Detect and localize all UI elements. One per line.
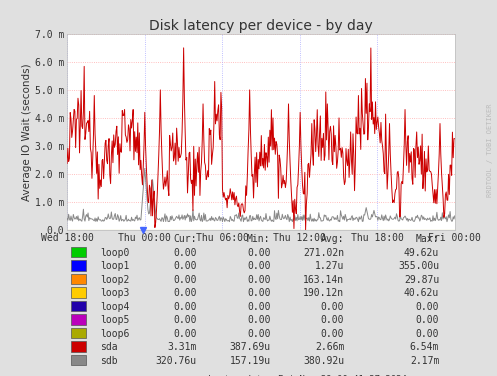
Text: 2.17m: 2.17m <box>410 356 439 366</box>
Text: 0.00: 0.00 <box>247 288 270 298</box>
Text: 157.19u: 157.19u <box>230 356 270 366</box>
Bar <box>71 328 86 338</box>
Text: 0.00: 0.00 <box>247 329 270 339</box>
Text: 0.00: 0.00 <box>321 302 344 312</box>
Text: 2.66m: 2.66m <box>315 343 344 352</box>
Text: 0.00: 0.00 <box>173 248 197 258</box>
Text: loop4: loop4 <box>100 302 129 312</box>
Text: 0.00: 0.00 <box>247 248 270 258</box>
Y-axis label: Average IO Wait (seconds): Average IO Wait (seconds) <box>22 63 32 201</box>
Text: 0.00: 0.00 <box>416 315 439 325</box>
Text: 0.00: 0.00 <box>321 329 344 339</box>
Text: 163.14n: 163.14n <box>303 275 344 285</box>
Text: loop0: loop0 <box>100 248 129 258</box>
Text: Last update: Fri Nov 29 00:41:27 2024: Last update: Fri Nov 29 00:41:27 2024 <box>208 375 407 376</box>
Text: loop3: loop3 <box>100 288 129 298</box>
Text: loop6: loop6 <box>100 329 129 339</box>
Title: Disk latency per device - by day: Disk latency per device - by day <box>149 19 373 33</box>
Text: 0.00: 0.00 <box>416 329 439 339</box>
Text: Min:: Min: <box>247 234 270 244</box>
Text: 387.69u: 387.69u <box>230 343 270 352</box>
Text: 190.12n: 190.12n <box>303 288 344 298</box>
Text: 380.92u: 380.92u <box>303 356 344 366</box>
Text: 0.00: 0.00 <box>173 302 197 312</box>
Bar <box>71 247 86 258</box>
Text: 0.00: 0.00 <box>321 315 344 325</box>
Text: 0.00: 0.00 <box>173 275 197 285</box>
Bar <box>71 301 86 311</box>
Text: 49.62u: 49.62u <box>404 248 439 258</box>
Text: 0.00: 0.00 <box>173 288 197 298</box>
Text: 29.87u: 29.87u <box>404 275 439 285</box>
Text: Avg:: Avg: <box>321 234 344 244</box>
Text: sda: sda <box>100 343 118 352</box>
Text: RRDTOOL / TOBI OETIKER: RRDTOOL / TOBI OETIKER <box>487 104 493 197</box>
Text: 0.00: 0.00 <box>247 302 270 312</box>
Text: 0.00: 0.00 <box>247 261 270 271</box>
Text: 6.54m: 6.54m <box>410 343 439 352</box>
Bar <box>71 260 86 271</box>
Text: 1.27u: 1.27u <box>315 261 344 271</box>
Text: Cur:: Cur: <box>173 234 197 244</box>
Text: loop1: loop1 <box>100 261 129 271</box>
Text: 0.00: 0.00 <box>247 275 270 285</box>
Text: 0.00: 0.00 <box>416 302 439 312</box>
Text: 0.00: 0.00 <box>173 329 197 339</box>
Text: 355.00u: 355.00u <box>398 261 439 271</box>
Bar <box>71 314 86 325</box>
Bar <box>71 355 86 365</box>
Text: 0.00: 0.00 <box>247 315 270 325</box>
Text: Max:: Max: <box>416 234 439 244</box>
Text: sdb: sdb <box>100 356 118 366</box>
Bar <box>71 287 86 298</box>
Text: loop5: loop5 <box>100 315 129 325</box>
Bar <box>71 341 86 352</box>
Text: 271.02n: 271.02n <box>303 248 344 258</box>
Text: loop2: loop2 <box>100 275 129 285</box>
Bar <box>71 274 86 284</box>
Text: 40.62u: 40.62u <box>404 288 439 298</box>
Text: 320.76u: 320.76u <box>156 356 197 366</box>
Text: 3.31m: 3.31m <box>167 343 197 352</box>
Text: 0.00: 0.00 <box>173 261 197 271</box>
Text: 0.00: 0.00 <box>173 315 197 325</box>
